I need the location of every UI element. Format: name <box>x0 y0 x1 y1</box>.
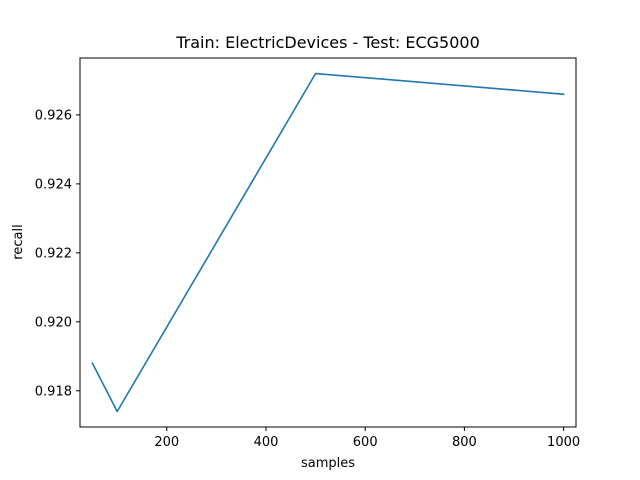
x-tick-label: 1000 <box>547 435 580 450</box>
x-tick-label: 400 <box>254 435 279 450</box>
plot-area <box>79 57 577 428</box>
axes-frame <box>79 57 577 428</box>
y-axis-ticks: 0.918 0.920 0.922 0.924 0.926 <box>35 108 80 399</box>
y-tick-label: 0.922 <box>35 246 72 261</box>
y-axis-label: recall <box>11 224 26 259</box>
x-axis-label: samples <box>301 456 355 471</box>
x-axis-ticks: 200 400 600 800 1000 <box>154 427 580 450</box>
y-tick-label: 0.920 <box>35 315 72 330</box>
y-tick-label: 0.924 <box>35 177 72 192</box>
x-tick-label: 600 <box>353 435 378 450</box>
x-tick-label: 200 <box>154 435 179 450</box>
series-line-0 <box>91 72 565 413</box>
series-layer <box>91 72 565 413</box>
chart-title: Train: ElectricDevices - Test: ECG5000 <box>175 33 480 52</box>
x-tick-label: 800 <box>452 435 477 450</box>
y-tick-label: 0.918 <box>35 384 72 399</box>
y-tick-label: 0.926 <box>35 108 72 123</box>
